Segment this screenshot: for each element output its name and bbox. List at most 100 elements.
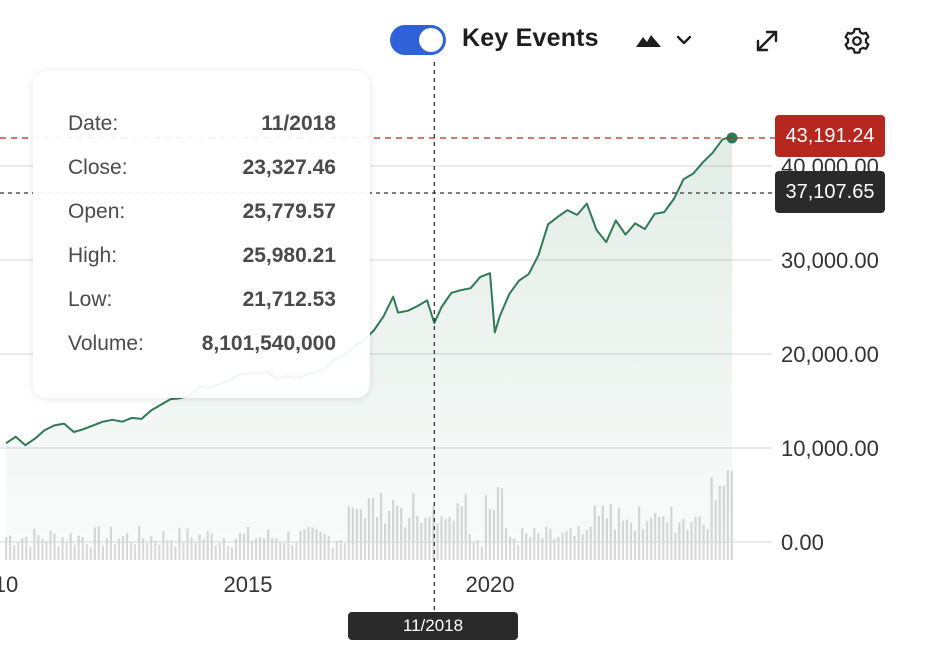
expand-button[interactable] [750,24,784,58]
volume-bar [182,542,185,560]
volume-bar [508,536,512,560]
volume-bar [335,540,338,560]
tooltip-value: 25,779.57 [242,200,336,223]
volume-bar [271,538,274,560]
volume-bar [569,527,572,560]
y-tick-label: 30,000.00 [781,248,879,273]
volume-bar [476,540,479,560]
volume-bar [686,530,689,560]
volume-bar [238,533,242,560]
volume-bar [633,530,637,560]
volume-bar [331,547,334,560]
volume-bar [242,533,246,560]
data-tooltip: Date: 11/2018 Close: 23,327.46 Open: 25,… [33,71,370,398]
volume-bar [25,536,28,560]
volume-bar [537,533,540,560]
volume-bar [246,526,250,560]
volume-bar [162,530,165,560]
volume-bar [113,543,117,560]
volume-bar [166,540,169,560]
volume-bar [150,535,153,560]
volume-bar [279,542,282,560]
tooltip-label: Volume: [68,332,144,355]
volume-bar [210,533,213,560]
volume-bar [53,533,56,560]
y-tick-label: 10,000.00 [781,436,879,461]
volume-bar [97,526,100,560]
volume-bar [299,531,302,560]
key-events-label[interactable]: Key Events [462,24,599,52]
volume-bar [258,537,262,560]
volume-bar [295,542,298,560]
volume-bar [85,544,88,560]
volume-bar [138,526,141,560]
volume-bar [581,534,584,560]
key-events-toggle[interactable] [390,25,446,55]
volume-bar [642,529,645,560]
volume-bar [702,524,705,560]
volume-bar [186,528,189,560]
volume-bar [577,526,580,560]
volume-bar [9,535,12,560]
volume-bar [17,542,20,560]
volume-bar [472,542,475,560]
chart-type-dropdown[interactable] [634,26,698,56]
settings-button[interactable] [840,24,874,58]
volume-bar [573,536,576,560]
volume-bar [121,535,125,560]
volume-bar [134,544,137,560]
volume-bar [565,530,568,560]
volume-bar [529,537,532,560]
x-tick-label: 10 [0,572,18,597]
volume-bar [254,538,258,560]
volume-bar [198,534,201,560]
x-tick-label: 2015 [224,572,273,597]
tooltip-label: High: [68,244,118,267]
y-tick-label: 20,000.00 [781,342,879,367]
volume-bar [545,526,548,560]
volume-bar [307,526,310,560]
volume-bar [37,535,40,560]
volume-bar [190,537,193,560]
tooltip-label: Low: [68,288,113,311]
volume-bar [674,532,677,560]
volume-bar [549,528,552,560]
volume-bar [323,533,326,560]
tooltip-row-high: High: 25,980.21 [68,244,336,274]
volume-bar [327,535,330,560]
volume-bar [517,545,520,560]
volume-bar [541,537,544,560]
volume-bar [222,538,225,560]
tooltip-value: 8,101,540,000 [201,332,336,355]
volume-bar [480,546,483,560]
volume-bar [339,540,342,560]
volume-bar [5,537,8,560]
volume-bar [170,540,173,560]
volume-bar [512,538,516,560]
volume-bar [125,533,129,560]
volume-bar [311,527,314,560]
volume-bar [589,526,592,560]
volume-bar [287,531,290,560]
volume-bar [57,546,60,560]
volume-bar [263,538,266,560]
volume-bar [283,542,286,560]
volume-bar [521,528,524,560]
volume-bar [557,537,560,560]
volume-bar [468,533,471,560]
hover-price-tag: 37,107.65 [775,171,885,213]
volume-bar [553,538,556,560]
tooltip-row-low: Low: 21,712.53 [68,288,336,318]
volume-bar [202,539,205,560]
x-tick-label: 2020 [466,572,515,597]
volume-bar [33,528,36,560]
price-line [5,135,733,447]
volume-bar [69,533,72,560]
volume-bar [303,529,306,560]
volume-bar [174,546,177,560]
tooltip-value: 21,712.53 [242,288,336,311]
volume-bar [117,538,121,560]
volume-bar [291,545,294,560]
volume-bar [146,542,149,560]
